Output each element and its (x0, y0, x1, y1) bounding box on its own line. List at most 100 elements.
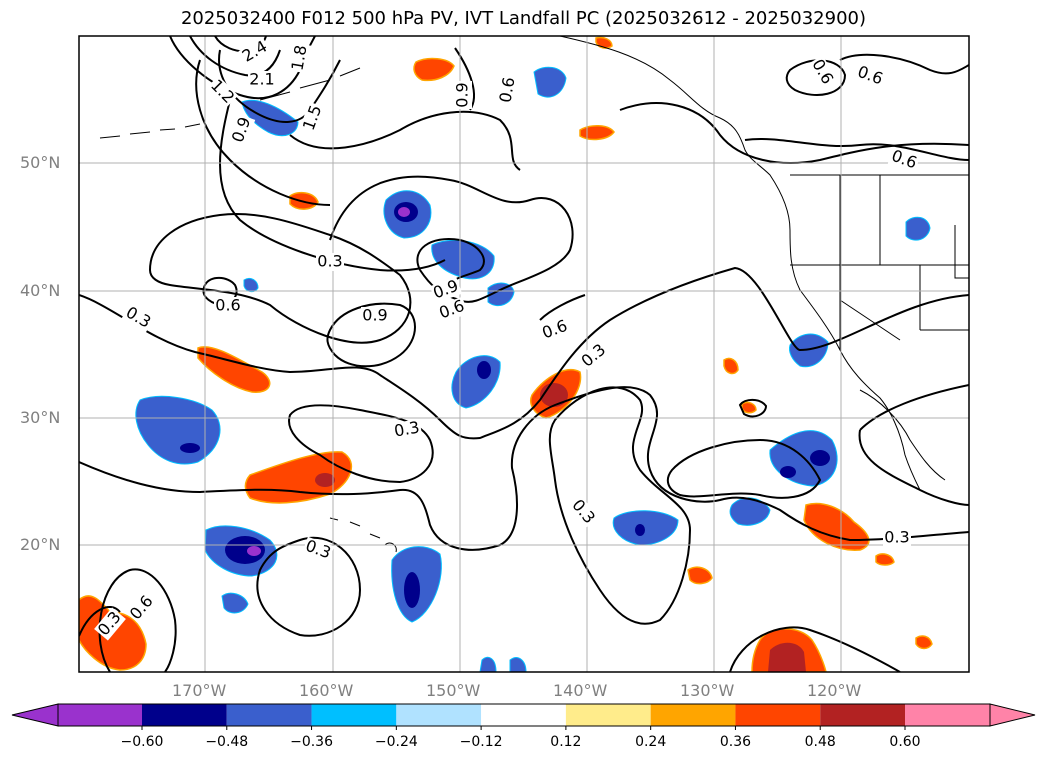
lat-label: 20°N (20, 535, 61, 554)
negative-anomaly-area (487, 282, 515, 307)
negative-anomaly-area (243, 277, 259, 293)
contour-line-0.3 (288, 404, 434, 484)
contour-line-0.6 (416, 238, 485, 291)
negative-anomaly-core (810, 450, 830, 466)
contour-label-background (121, 303, 155, 333)
lon-label: 140°W (553, 681, 608, 700)
negative-anomaly-area (479, 656, 497, 672)
contour-label-background (883, 529, 911, 547)
colorbar: −0.60 −0.48 −0.36 −0.24 −0.12 0.12 0.24 0.36 0.4… (11, 703, 1036, 750)
contour-line-0.6 (839, 53, 969, 75)
map-frame (78, 35, 970, 673)
positive-anomaly-area (197, 346, 271, 393)
north-america-coastline (559, 36, 921, 491)
positive-anomaly-area (595, 36, 613, 49)
positive-anomaly-area (915, 635, 933, 650)
contour-label-background (887, 146, 921, 174)
contour-line-0.3 (79, 386, 969, 551)
colorbar-segment (58, 704, 142, 726)
colorbar-tick-label: 0.36 (720, 734, 751, 750)
contour-label-background (301, 536, 335, 564)
contour-label-background (228, 113, 256, 147)
contour-label-background (577, 340, 611, 372)
contour-label: 0.6 (495, 76, 518, 104)
contour-label-background (538, 316, 572, 344)
contour-line-0.3 (858, 429, 969, 506)
contour-line-0.6 (744, 138, 969, 161)
colorbar-tick-label: −0.12 (460, 734, 503, 750)
negative-anomaly-area (509, 657, 527, 672)
colorbar-segment (650, 704, 736, 726)
contour-line-2.1 (189, 36, 281, 77)
negative-anomaly-area (789, 333, 829, 368)
gridlines (79, 36, 969, 672)
colorbar-tick-label: −0.24 (375, 734, 418, 750)
contour-line-1.5 (218, 49, 341, 123)
contour-line-0.3 (256, 536, 362, 637)
colorbar-segment (905, 704, 990, 726)
colorbar-tick-label: 0.24 (635, 734, 666, 750)
contour-label: 0.3 (568, 496, 599, 528)
negative-anomaly-area (729, 497, 771, 526)
negative-anomaly-area (135, 395, 221, 465)
colorbar-segment (396, 704, 482, 726)
contour-label: 2.4 (239, 37, 271, 66)
colorbar-tick-label: 0.60 (889, 734, 920, 750)
contour-label-background (567, 495, 599, 529)
lat-label: 30°N (20, 408, 61, 427)
contour-label: 0.3 (884, 528, 909, 547)
colorbar-segment (311, 704, 397, 726)
contour-label-background (126, 591, 158, 625)
contour-line-0.3 (859, 384, 969, 431)
contour-line-0.3 (148, 213, 412, 344)
negative-anomaly-core (404, 572, 420, 608)
contour-label-background (454, 81, 472, 109)
negative-anomaly-core (635, 524, 645, 536)
negative-anomaly-area (533, 66, 567, 98)
contour-line-0.9 (326, 302, 416, 368)
baja-california-coastline (859, 389, 946, 481)
contour-label-background (248, 71, 276, 89)
colorbar-segment (735, 704, 821, 726)
colorbar-frame (57, 703, 991, 727)
positive-anomaly-area (723, 357, 739, 375)
colorbar-extend-low (11, 703, 59, 727)
positive-anomaly-core (768, 642, 806, 672)
positive-anomaly-area (413, 57, 455, 82)
contour-label: 0.3 (123, 303, 155, 332)
contour-line-0.3 (79, 266, 969, 440)
contour-line-0.3 (729, 626, 901, 672)
contour-label: 1.8 (287, 44, 310, 72)
contour-labels: 2.4 1.82.11.21.50.90.9 0.60.6 0.60.60.30.60… (94, 37, 921, 641)
positive-anomaly-area (579, 125, 615, 141)
negative-anomaly-area (612, 510, 679, 546)
colorbar-segment (226, 704, 312, 726)
state-boundaries (790, 174, 969, 350)
negative-anomaly-area (221, 592, 249, 614)
contour-label-background (316, 253, 344, 271)
coastlines (99, 36, 969, 553)
colorbar-segment (481, 704, 566, 726)
contour-label: 0.3 (317, 252, 342, 271)
lon-label: 160°W (299, 681, 354, 700)
contour-label-background (288, 42, 312, 74)
colorbar-tick-label: 0.48 (805, 734, 836, 750)
colorbar-tick-label: −0.36 (290, 734, 333, 750)
positive-anomaly-area (244, 451, 353, 504)
negative-anomaly-core (225, 536, 265, 564)
contour-label: 0.9 (362, 306, 387, 325)
contour-line-0.6 (289, 110, 521, 171)
contour-line-1.2 (195, 59, 331, 206)
map-content: 2.4 1.82.11.21.50.90.9 0.60.6 0.60.60.30.60… (79, 36, 969, 672)
lon-label: 120°W (807, 681, 862, 700)
contour-line-0.6 (79, 606, 121, 637)
contour-label: 0.9 (453, 82, 472, 107)
contour-label-background (94, 607, 126, 641)
contour-label-background (205, 75, 239, 109)
negative-anomaly-peak (398, 207, 410, 217)
pv-anomaly-shading (79, 36, 933, 672)
contour-line-0.6 (539, 294, 586, 321)
contour-label-background (435, 296, 469, 324)
negative-anomaly-peak (247, 546, 261, 556)
